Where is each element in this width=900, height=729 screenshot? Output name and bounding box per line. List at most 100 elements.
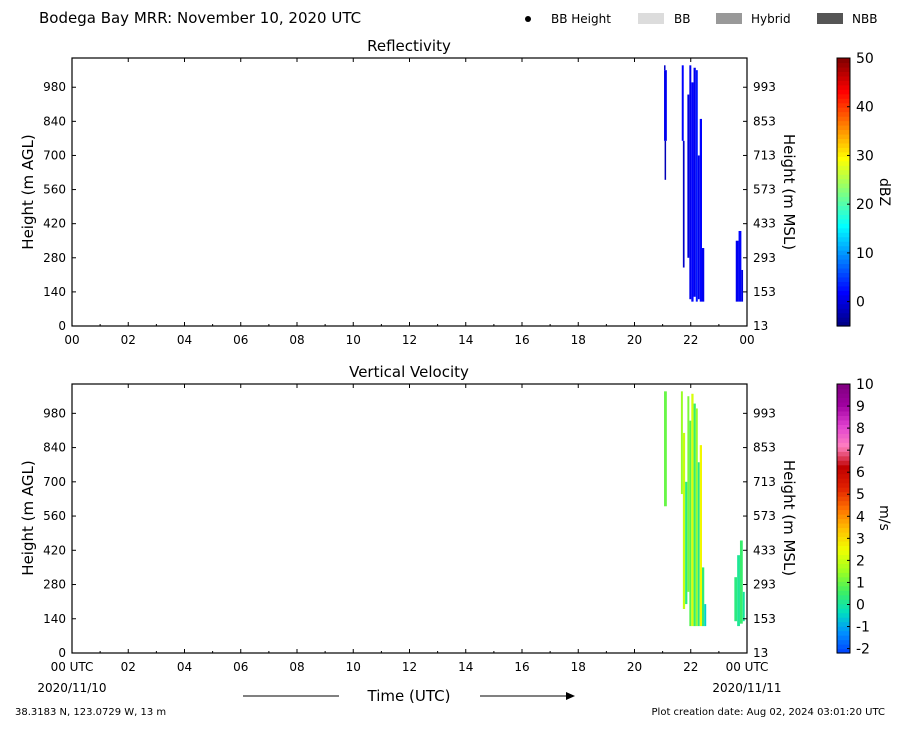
reflectivity-colorbar-segment (837, 156, 850, 162)
reflectivity-title: Reflectivity (367, 37, 451, 55)
time-arrow-right (480, 692, 575, 700)
location-text: 38.3183 N, 123.0729 W, 13 m (15, 707, 166, 718)
vertical-velocity-colorbar-segment (837, 428, 850, 434)
reflectivity-data (664, 65, 744, 302)
vertical-velocity-colorbar-segment (837, 599, 850, 605)
vertical-velocity-colorbar-segment (837, 594, 850, 600)
vertical-velocity-colorbar-segment (837, 478, 850, 484)
vertical-velocity-y-tick-label: 980 (43, 406, 66, 420)
vertical-velocity-y-axis-label: Height (m AGL) (19, 460, 37, 575)
reflectivity-y-tick-label: 0 (58, 319, 66, 333)
vertical-velocity-x-tick-label: 06 (233, 660, 248, 674)
vertical-velocity-data-column (742, 591, 745, 622)
vertical-velocity-colorbar-segment (837, 433, 850, 439)
vertical-velocity-y-axis-right-label: Height (m MSL) (780, 460, 798, 576)
vertical-velocity-colorbar-segment (837, 451, 850, 457)
reflectivity-colorbar-segment (837, 133, 850, 139)
reflectivity-y-right-tick-label: 713 (753, 148, 776, 162)
reflectivity-colorbar-segment (837, 75, 850, 81)
reflectivity-x-tick-label: 14 (458, 333, 473, 347)
reflectivity-colorbar-segment (837, 116, 850, 122)
vertical-velocity-data-column (689, 420, 692, 627)
vertical-velocity-data-column (695, 408, 698, 627)
reflectivity-colorbar-segment (837, 125, 850, 131)
reflectivity-colorbar-segment (837, 129, 850, 135)
reflectivity-colorbar-segment (837, 169, 850, 175)
reflectivity-colorbar-tick-label: 30 (856, 148, 874, 164)
vertical-velocity-x-tick-label: 12 (402, 660, 417, 674)
reflectivity-data-column (702, 248, 705, 302)
vertical-velocity-colorbar-segment (837, 549, 850, 555)
legend-bb-height-label: BB Height (551, 12, 611, 26)
vertical-velocity-data-column (737, 555, 740, 627)
reflectivity-y-tick-label: 980 (43, 80, 66, 94)
vertical-velocity-data-column (680, 391, 683, 495)
vertical-velocity-colorbar-segment (837, 464, 850, 470)
vertical-velocity-colorbar-segment (837, 581, 850, 587)
reflectivity-colorbar-segment (837, 174, 850, 180)
vertical-velocity-data-column (687, 396, 690, 592)
vertical-velocity-y-right-tick-label: 293 (753, 578, 776, 592)
reflectivity-colorbar-segment (837, 312, 850, 318)
reflectivity-colorbar-segment (837, 84, 850, 90)
vertical-velocity-colorbar-segment (837, 612, 850, 618)
reflectivity-colorbar-segment (837, 245, 850, 251)
vertical-velocity-data-column (697, 462, 700, 627)
time-axis-title: Time (UTC) (367, 687, 451, 705)
reflectivity-colorbar-segment (837, 205, 850, 211)
reflectivity-data-column (735, 240, 739, 302)
reflectivity-colorbar-tick-label: 50 (856, 51, 874, 67)
vertical-velocity-colorbar-segment (837, 460, 850, 466)
reflectivity-colorbar-segment (837, 285, 850, 291)
reflectivity-colorbar-segment (837, 111, 850, 117)
vertical-velocity-colorbar-segment (837, 617, 850, 623)
reflectivity-y-tick-label: 560 (43, 183, 66, 197)
reflectivity-colorbar-frame (836, 57, 851, 327)
vertical-velocity-colorbar-segment (837, 567, 850, 573)
vertical-velocity-colorbar-tick-label: -1 (856, 620, 870, 636)
vertical-velocity-colorbar-segment (837, 603, 850, 609)
reflectivity-colorbar-segment (837, 303, 850, 309)
reflectivity-colorbar-tick-label: 10 (856, 246, 874, 262)
vertical-velocity-colorbar-segment (837, 644, 850, 650)
reflectivity-colorbar-segment (837, 281, 850, 287)
reflectivity-colorbar-segment (837, 62, 850, 68)
vertical-velocity-y-tick-label: 840 (43, 441, 66, 455)
reflectivity-colorbar-segment (837, 142, 850, 148)
vertical-velocity-colorbar-tick-label: 8 (856, 421, 865, 437)
reflectivity-colorbar-segment (837, 227, 850, 233)
vertical-velocity-colorbar-segment (837, 406, 850, 412)
reflectivity-colorbar-segment (837, 236, 850, 242)
vertical-velocity-y-right-tick-label: 713 (753, 475, 776, 489)
vertical-velocity-data-column (702, 567, 705, 627)
vertical-velocity-colorbar-segment (837, 563, 850, 569)
vertical-velocity-colorbar: -2 -1 0 1 2 3 4 5 6 7 8 9 10 (836, 377, 874, 658)
reflectivity-colorbar-segment (837, 71, 850, 77)
reflectivity-colorbar-segment (837, 192, 850, 198)
reflectivity-y-right-tick-label: 13 (753, 319, 768, 333)
vertical-velocity-x-tick-label: 16 (514, 660, 529, 674)
reflectivity-plot-frame (71, 57, 748, 327)
vertical-velocity-colorbar-segment (837, 397, 850, 403)
reflectivity-colorbar-tick-label: 0 (856, 295, 865, 311)
vertical-velocity-x-tick-label: 04 (177, 660, 192, 674)
reflectivity-data-column (664, 140, 667, 180)
vertical-velocity-colorbar-segment (837, 585, 850, 591)
reflectivity-x-tick-label: 06 (233, 333, 248, 347)
vertical-velocity-y-tick-label: 0 (58, 646, 66, 660)
vertical-velocity-colorbar-segment (837, 509, 850, 515)
reflectivity-data-column (697, 155, 700, 300)
end-date-label: 2020/11/11 (712, 681, 781, 695)
reflectivity-y-axis-right-label: Height (m MSL) (780, 134, 798, 250)
vertical-velocity-x-tick-label: 00 UTC (51, 660, 94, 674)
vertical-velocity-colorbar-segment (837, 500, 850, 506)
vertical-velocity-colorbar-segment (837, 558, 850, 564)
reflectivity-data-column (687, 94, 690, 258)
vertical-velocity-data (664, 391, 745, 627)
reflectivity-colorbar-segment (837, 147, 850, 153)
vertical-velocity-colorbar-segment (837, 482, 850, 488)
reflectivity-colorbar-segment (837, 209, 850, 215)
vertical-velocity-colorbar-segment (837, 388, 850, 394)
reflectivity-colorbar-segment (837, 107, 850, 113)
